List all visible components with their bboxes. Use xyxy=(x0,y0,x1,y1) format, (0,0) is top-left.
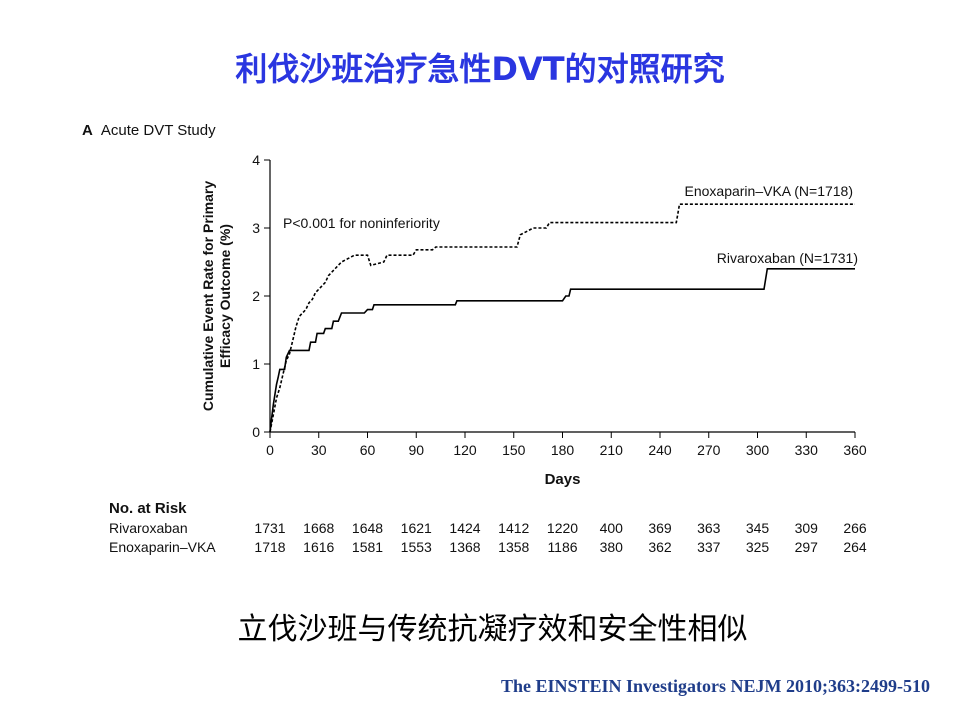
x-tick-label: 360 xyxy=(843,442,867,458)
series-line-0 xyxy=(269,268,855,433)
y-tick-label: 3 xyxy=(252,220,260,236)
x-tick-label: 210 xyxy=(600,442,624,458)
x-tick-label: 330 xyxy=(795,442,819,458)
series-label-1: Enoxaparin–VKA (N=1718) xyxy=(685,183,854,199)
risk-row-label: Enoxaparin–VKA xyxy=(109,539,216,555)
risk-cell: 1186 xyxy=(547,539,578,555)
x-tick-label: 30 xyxy=(311,442,327,458)
y-tick-label: 0 xyxy=(252,424,260,440)
y-axis-label-line2: Efficacy Outcome (%) xyxy=(217,224,233,368)
x-axis-label: Days xyxy=(545,471,581,488)
risk-cell: 1412 xyxy=(498,520,530,536)
risk-cell: 297 xyxy=(794,539,818,555)
y-tick-label: 2 xyxy=(252,288,260,304)
panel-label: A Acute DVT Study xyxy=(82,122,216,139)
series-label-0: Rivaroxaban (N=1731) xyxy=(717,250,858,266)
x-tick-label: 300 xyxy=(746,442,770,458)
series-line-1 xyxy=(269,203,855,433)
km-chart: 0 30 60 90 120 150 180 210 240 270 300 330 360 0 1 2 3 4 D… xyxy=(200,152,867,488)
x-tick-label: 120 xyxy=(453,442,477,458)
risk-cell: 1358 xyxy=(498,539,530,555)
risk-cell: 345 xyxy=(745,520,770,536)
risk-cell: 380 xyxy=(599,539,623,555)
panel-letter: A xyxy=(82,122,93,139)
panel-title: Acute DVT Study xyxy=(100,122,216,139)
risk-cell: 1718 xyxy=(254,539,286,555)
y-tick-label: 1 xyxy=(252,356,260,372)
risk-table-title: No. at Risk xyxy=(109,500,187,517)
risk-cell: 325 xyxy=(745,539,770,555)
p-value-annotation: P<0.001 for noninferiority xyxy=(283,215,440,231)
risk-cell: 1668 xyxy=(303,520,335,536)
x-tick-label: 0 xyxy=(266,442,274,458)
risk-cell: 1731 xyxy=(254,520,286,536)
x-tick-label: 180 xyxy=(551,442,575,458)
risk-cell: 1616 xyxy=(303,539,335,555)
risk-cell: 362 xyxy=(648,539,672,555)
risk-row-label: Rivaroxaban xyxy=(109,520,188,536)
risk-cell: 1648 xyxy=(351,520,384,536)
risk-cell: 369 xyxy=(648,520,672,536)
risk-cell: 1581 xyxy=(351,539,384,555)
x-tick-label: 60 xyxy=(360,442,376,458)
risk-cell: 266 xyxy=(843,520,867,536)
risk-cell: 1220 xyxy=(546,520,579,536)
conclusion-text: 立伐沙班与传统抗凝疗效和安全性相似 xyxy=(237,612,748,647)
risk-cell: 1621 xyxy=(400,520,432,536)
risk-cell: 363 xyxy=(697,520,721,536)
risk-cell: 309 xyxy=(794,520,818,536)
x-tick-label: 240 xyxy=(648,442,672,458)
risk-cell: 264 xyxy=(843,539,867,555)
x-tick-label: 270 xyxy=(697,442,721,458)
risk-cell: 1424 xyxy=(449,520,481,536)
risk-cell: 337 xyxy=(697,539,721,555)
x-tick-label: 90 xyxy=(408,442,424,458)
y-tick-label: 4 xyxy=(252,152,260,168)
citation: The EINSTEIN Investigators NEJM 2010;363… xyxy=(500,676,930,696)
slide-title: 利伐沙班治疗急性DVT的对照研究 xyxy=(235,50,725,88)
risk-cell: 400 xyxy=(599,520,623,536)
risk-cell: 1368 xyxy=(449,539,481,555)
y-axis-label: Cumulative Event Rate for Primary xyxy=(200,181,216,412)
x-tick-label: 150 xyxy=(502,442,526,458)
risk-cell: 1553 xyxy=(400,539,432,555)
